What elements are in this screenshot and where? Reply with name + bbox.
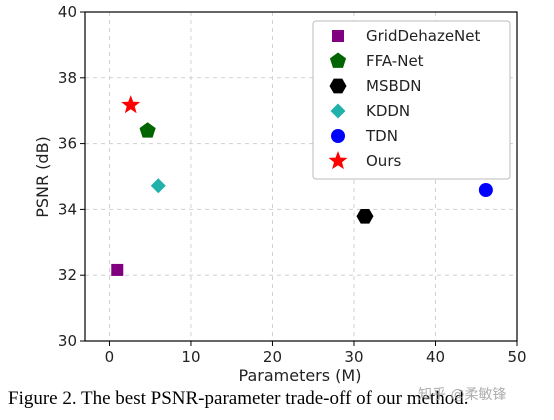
x-axis-ticks: 0 10 20 30 40 50 bbox=[105, 341, 527, 366]
x-tick-label-3: 30 bbox=[344, 348, 363, 366]
legend-marker-ours bbox=[328, 151, 348, 170]
point-griddehazenet bbox=[111, 263, 124, 276]
y-tick-label-3: 36 bbox=[58, 135, 77, 153]
legend-marker-ffa-net bbox=[329, 52, 347, 68]
data-points bbox=[111, 95, 493, 276]
plot-frame bbox=[84, 11, 518, 342]
figure-caption: Figure 2. The best PSNR-parameter trade-… bbox=[8, 388, 469, 409]
legend-label-kddn: KDDN bbox=[366, 102, 410, 120]
legend-label-griddehazenet: GridDehazeNet bbox=[366, 27, 481, 45]
legend-marker-msbdn bbox=[329, 78, 347, 94]
x-tick-label-1: 10 bbox=[181, 348, 200, 366]
y-tick-label-4: 38 bbox=[58, 69, 77, 87]
x-tick-label-5: 50 bbox=[507, 348, 526, 366]
psnr-parameter-scatter-chart: 0 10 20 30 40 50 30 32 34 36 38 40 GridDehazeNet FF… bbox=[33, 3, 527, 385]
legend-label-msbdn: MSBDN bbox=[366, 77, 422, 95]
legend-box bbox=[312, 20, 511, 180]
x-tick-label-2: 20 bbox=[263, 348, 282, 366]
y-tick-label-0: 30 bbox=[58, 332, 77, 350]
watermark: 知乎 @柔敏锋 bbox=[418, 387, 507, 403]
y-tick-label-2: 34 bbox=[58, 200, 77, 218]
y-axis-ticks: 30 32 34 36 38 40 bbox=[58, 3, 85, 350]
x-tick-label-0: 0 bbox=[105, 348, 115, 366]
x-axis-label: Parameters (M) bbox=[239, 366, 362, 385]
point-msbdn bbox=[356, 208, 374, 224]
y-axis-label: PSNR (dB) bbox=[33, 136, 52, 218]
legend-label-ours: Ours bbox=[366, 152, 401, 170]
point-ffa-net bbox=[139, 122, 156, 138]
legend-marker-tdn bbox=[331, 129, 345, 143]
y-tick-label-1: 32 bbox=[58, 266, 77, 284]
point-tdn bbox=[478, 182, 493, 197]
x-tick-label-4: 40 bbox=[426, 348, 445, 366]
legend: GridDehazeNet FFA-Net MSBDN KDDN TDN Ours bbox=[312, 20, 511, 180]
legend-marker-griddehazenet bbox=[332, 30, 344, 42]
point-ours bbox=[121, 95, 141, 114]
legend-marker-kddn bbox=[330, 103, 346, 119]
plot-border bbox=[84, 11, 518, 342]
y-tick-label-5: 40 bbox=[58, 3, 77, 21]
point-kddn bbox=[150, 178, 166, 194]
legend-label-tdn: TDN bbox=[365, 127, 398, 145]
legend-label-ffa-net: FFA-Net bbox=[366, 52, 424, 70]
